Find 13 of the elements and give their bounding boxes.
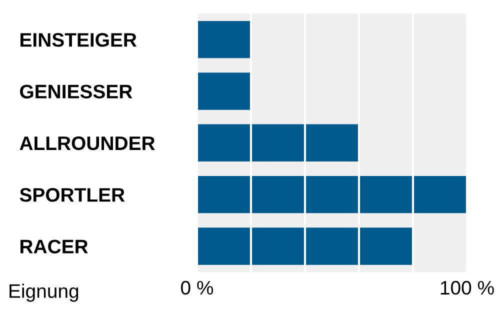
bar xyxy=(197,72,251,110)
x-tick-label: 100 % xyxy=(440,280,494,295)
x-axis-title: Eignung xyxy=(10,284,78,302)
y-tick-label: SPORTLER xyxy=(20,188,125,202)
y-tick-label: EINSTEIGER xyxy=(20,33,137,47)
y-tick-label: RACER xyxy=(20,240,88,254)
bar xyxy=(197,20,251,58)
bar xyxy=(197,228,413,265)
bar xyxy=(197,176,467,214)
y-tick-label: ALLROUNDER xyxy=(20,136,155,150)
bar xyxy=(197,124,359,162)
y-tick-label: GENIESSER xyxy=(20,84,132,98)
x-tick-label: 0 % xyxy=(181,280,214,295)
